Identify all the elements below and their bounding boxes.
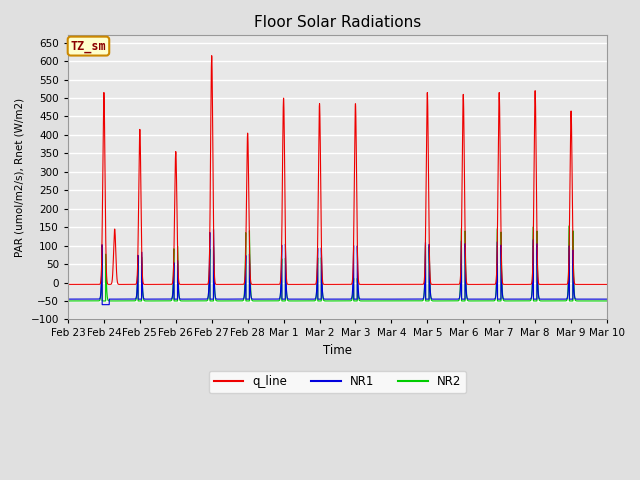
q_line: [574, 281, 582, 287]
Y-axis label: PAR (umol/m2/s), Rnet (W/m2): PAR (umol/m2/s), Rnet (W/m2): [15, 98, 25, 257]
Text: TZ_sm: TZ_sm: [70, 39, 106, 53]
NR1: [99, 302, 106, 308]
NR1: [474, 296, 481, 302]
NR2: [458, 298, 466, 304]
Title: Floor Solar Radiations: Floor Solar Radiations: [254, 15, 421, 30]
q_line: [580, 281, 588, 287]
NR1: [580, 296, 588, 302]
q_line: [64, 281, 72, 287]
Line: NR2: NR2: [68, 226, 607, 301]
NR1: [210, 227, 218, 232]
Line: NR1: NR1: [68, 229, 607, 305]
q_line: [247, 281, 255, 287]
NR1: [574, 296, 582, 302]
NR1: [248, 295, 255, 300]
NR1: [319, 295, 327, 300]
q_line: [208, 53, 216, 59]
q_line: [319, 281, 327, 287]
NR2: [574, 298, 582, 304]
NR2: [603, 298, 611, 304]
NR1: [64, 296, 72, 302]
NR1: [458, 296, 466, 302]
Line: q_line: q_line: [68, 56, 607, 284]
Legend: q_line, NR1, NR2: q_line, NR1, NR2: [209, 371, 466, 393]
NR1: [603, 296, 611, 302]
NR2: [565, 223, 573, 228]
q_line: [603, 281, 611, 287]
q_line: [474, 281, 481, 287]
NR2: [64, 298, 72, 304]
X-axis label: Time: Time: [323, 344, 352, 357]
NR2: [319, 295, 327, 301]
q_line: [458, 180, 466, 186]
NR2: [580, 298, 588, 304]
NR2: [247, 293, 255, 299]
NR2: [474, 298, 481, 304]
